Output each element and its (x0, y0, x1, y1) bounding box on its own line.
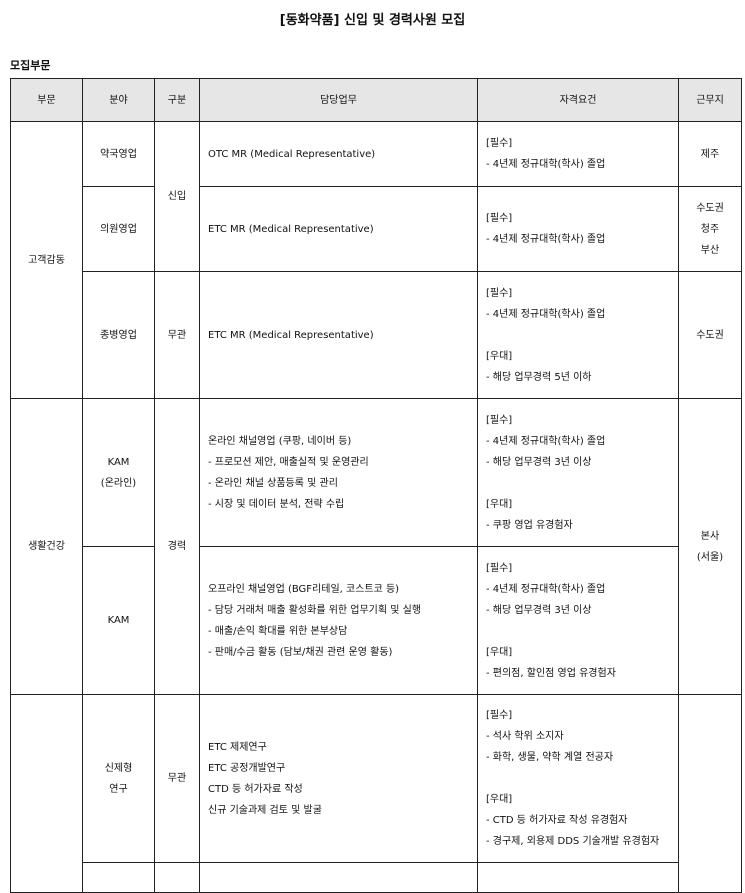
table-row: 신제형 연구 무관 ETC 제제연구 ETC 공정개발연구 CTD 등 허가자료… (10, 694, 742, 893)
location-cell (678, 694, 742, 893)
type-cell (154, 862, 200, 893)
requirements-cell: [필수] - 석사 학위 소지자 - 화학, 생물, 약학 계열 전공자 [우대… (477, 694, 679, 863)
location-cell: 본사 (서울) (678, 398, 742, 695)
type-cell: 무관 (154, 694, 200, 863)
division-cell: 고객감동 (10, 121, 83, 399)
type-cell: 경력 (154, 398, 200, 695)
requirements-cell: [필수] - 4년제 정규대학(학사) 졸업 (477, 186, 679, 272)
duties-cell: ETC 제제연구 ETC 공정개발연구 CTD 등 허가자료 작성 신규 기술과… (199, 694, 478, 863)
duties-cell (199, 862, 478, 893)
duties-cell: ETC MR (Medical Representative) (199, 271, 478, 399)
field-cell: 의원영업 (82, 186, 155, 272)
header-division: 부문 (10, 78, 83, 122)
field-cell (82, 862, 155, 893)
duties-cell: OTC MR (Medical Representative) (199, 121, 478, 187)
location-cell: 제주 (678, 121, 742, 187)
page-title: [동화약품] 신입 및 경력사원 모집 (279, 13, 466, 28)
header-duties: 담당업무 (199, 78, 478, 122)
field-cell: 종병영업 (82, 271, 155, 399)
header-field: 분야 (82, 78, 155, 122)
type-cell: 신입 (154, 121, 200, 272)
location-cell: 수도권 청주 부산 (678, 186, 742, 272)
table-row (11, 862, 742, 893)
requirements-cell: [필수] - 4년제 정규대학(학사) 졸업 [우대] - 해당 업무경력 5년… (477, 271, 679, 399)
section-heading: 모집부문 (10, 59, 51, 72)
field-cell: 신제형 연구 (82, 694, 155, 863)
field-cell: KAM (온라인) (82, 398, 155, 547)
recruitment-table: 부문 분야 구분 담당업무 자격요건 근무지 고객감동 약국영업 신입 OTC … (10, 78, 742, 893)
field-cell: KAM (82, 546, 155, 695)
duties-cell: 온라인 채널영업 (쿠팡, 네이버 등) - 프로모션 제안, 매출실적 및 운… (199, 398, 478, 547)
location-cell: 수도권 (678, 271, 742, 399)
table-row: 의원영업 ETC MR (Medical Representative) [필수… (11, 186, 742, 272)
requirements-cell: [필수] - 4년제 정규대학(학사) 졸업 - 해당 업무경력 3년 이상 [… (477, 398, 679, 547)
table-row: 생활건강 KAM (온라인) 경력 온라인 채널영업 (쿠팡, 네이버 등) -… (10, 398, 742, 695)
header-type: 구분 (154, 78, 200, 122)
header-location: 근무지 (678, 78, 742, 122)
division-cell: 생활건강 (10, 398, 83, 695)
duties-cell: ETC MR (Medical Representative) (199, 186, 478, 272)
requirements-cell: [필수] - 4년제 정규대학(학사) 졸업 - 해당 업무경력 3년 이상 [… (477, 546, 679, 695)
table-row: KAM 오프라인 채널영업 (BGF리테일, 코스트코 등) - 담당 거래처 … (11, 546, 742, 695)
type-cell: 무관 (154, 271, 200, 399)
requirements-cell: [필수] - 4년제 정규대학(학사) 졸업 (477, 121, 679, 187)
table-row: 종병영업 무관 ETC MR (Medical Representative) … (11, 271, 742, 399)
division-cell (10, 694, 83, 893)
header-requirements: 자격요건 (477, 78, 679, 122)
table-header-row: 부문 분야 구분 담당업무 자격요건 근무지 (10, 78, 742, 122)
requirements-cell (477, 862, 679, 893)
duties-cell: 오프라인 채널영업 (BGF리테일, 코스트코 등) - 담당 거래처 매출 활… (199, 546, 478, 695)
table-row: 고객감동 약국영업 신입 OTC MR (Medical Representat… (10, 121, 742, 399)
field-cell: 약국영업 (82, 121, 155, 187)
